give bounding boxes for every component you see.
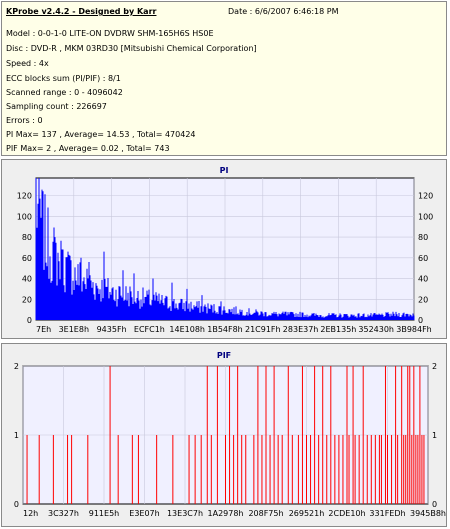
info-ecc-sum: ECC blocks sum (PI/PIF) : 8/1: [6, 74, 121, 83]
pif-xtick-label: 2CDE10h: [328, 509, 365, 518]
pi-ytick-right: 0: [418, 316, 423, 325]
pi-ytick-right: 60: [418, 254, 428, 263]
pif-ytick-right: 0: [432, 500, 437, 509]
pif-xtick-label: 3945B8h: [410, 509, 446, 518]
pi-chart-panel: PI 0 0 20 20 40 40 60 60 80 80 100 100 120 120 7Eh 3E1E…: [1, 159, 447, 339]
pif-ytick-right: 1: [432, 431, 437, 440]
app-title: KProbe v2.4.2 - Designed by Karr: [6, 7, 157, 16]
info-sampling-count: Sampling count : 226697: [6, 102, 107, 111]
pi-ytick-left: 120: [17, 192, 32, 201]
pif-series: [26, 366, 425, 504]
pif-chart-title: PIF: [216, 351, 232, 360]
pi-xtick-label: 1B54F8h: [207, 325, 243, 334]
pi-xtick-label: 9435Fh: [97, 325, 127, 334]
pif-xtick-label: 12h: [23, 509, 38, 518]
pif-ytick-left: 0: [14, 500, 19, 509]
pi-ytick-right: 40: [418, 275, 428, 284]
info-errors: Errors : 0: [6, 116, 43, 125]
pif-xtick-label: 13E3C7h: [167, 509, 203, 518]
pi-chart-title: PI: [219, 166, 229, 175]
pif-xtick-label: 269521h: [289, 509, 325, 518]
pif-ytick-left: 2: [14, 362, 19, 371]
pi-ytick-left: 20: [22, 295, 32, 304]
pi-ytick-left: 40: [22, 275, 32, 284]
pi-ytick-left: 80: [22, 233, 32, 242]
pif-xtick-label: 3C327h: [48, 509, 79, 518]
pif-xtick-label: 911E5h: [89, 509, 119, 518]
pif-chart: 0 0 1 1 2 2 12h 3C327h 911E5h E3E07h 13E3C7h 1A2978…: [14, 362, 446, 518]
pif-xtick-label: 1A2978h: [208, 509, 244, 518]
info-disc: Disc : DVD-R , MKM 03RD30 [Mitsubishi Ch…: [6, 44, 257, 53]
pi-xtick-label: 2EB135h: [320, 325, 356, 334]
pi-xtick-label: ECFC1h: [134, 325, 165, 334]
pi-xtick-label: 7Eh: [36, 325, 51, 334]
info-speed: Speed : 4x: [6, 59, 49, 68]
scan-info-panel: KProbe v2.4.2 - Designed by Karr Date : …: [1, 1, 447, 156]
pi-ytick-right: 100: [418, 212, 433, 221]
pi-ytick-left: 60: [22, 254, 32, 263]
pi-xtick-label: 352430h: [358, 325, 394, 334]
pif-xtick-label: E3E07h: [129, 509, 159, 518]
pi-ytick-right: 120: [418, 192, 433, 201]
info-pi-stats: PI Max= 137 , Average= 14.53 , Total= 47…: [6, 130, 196, 139]
pi-chart: 0 0 20 20 40 40 60 60 80 80 100 100 120 120 7Eh 3E1E8h 9…: [17, 177, 433, 334]
info-scanned-range: Scanned range : 0 - 4096042: [6, 88, 123, 97]
info-model: Model : 0-0-1-0 LITE-ON DVDRW SHM-165H6S…: [6, 29, 214, 38]
pi-xtick-label: 21C91Fh: [245, 325, 281, 334]
pi-series: [35, 178, 415, 320]
pif-xtick-label: 208F75h: [248, 509, 283, 518]
pi-xtick-label: 3E1E8h: [59, 325, 89, 334]
pi-xtick-label: 3B984Fh: [396, 325, 432, 334]
pif-chart-panel: PIF 0 0 1 1 2 2 12h 3C327h 911E5h E3E07h 13E3C7h 1A…: [1, 343, 447, 527]
pi-ytick-left: 100: [17, 212, 32, 221]
pif-ytick-right: 2: [432, 362, 437, 371]
pi-xtick-label: 283E37h: [283, 325, 319, 334]
pi-ytick-left: 0: [27, 316, 32, 325]
pif-xtick-label: 331FEDh: [369, 509, 405, 518]
info-pif-stats: PIF Max= 2 , Average= 0.02 , Total= 743: [6, 144, 170, 153]
scan-date: Date : 6/6/2007 6:46:18 PM: [228, 7, 339, 16]
pi-ytick-right: 20: [418, 295, 428, 304]
pi-ytick-right: 80: [418, 233, 428, 242]
pi-xtick-label: 14E108h: [169, 325, 205, 334]
pif-ytick-left: 1: [14, 431, 19, 440]
